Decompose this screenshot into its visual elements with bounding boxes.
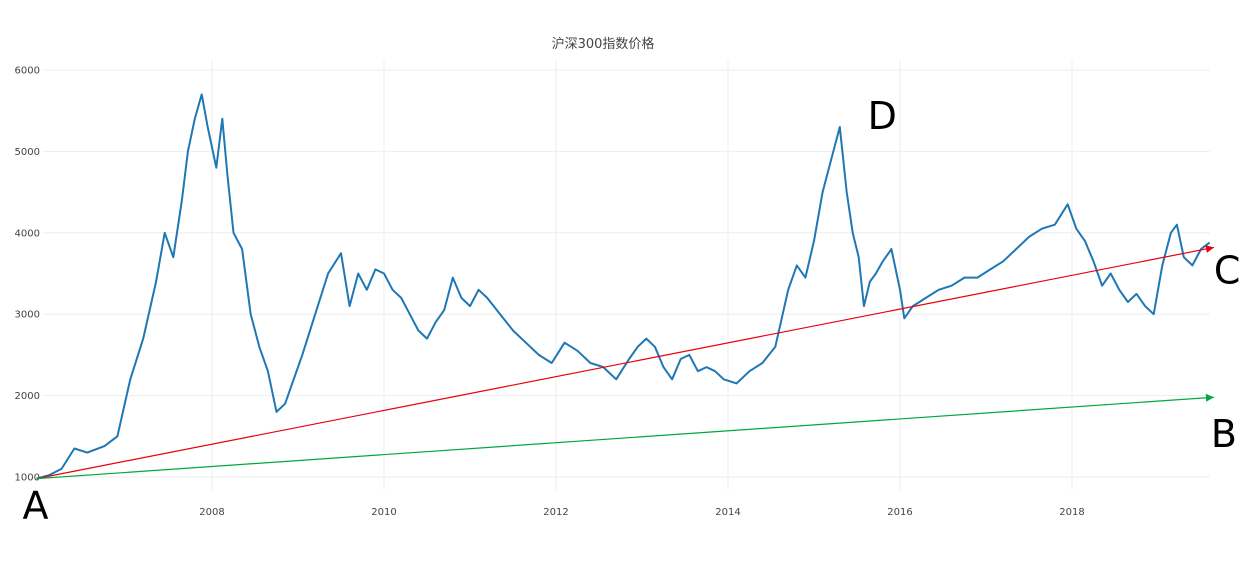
index-price-line (36, 93, 1211, 480)
x-tick-label: 2010 (371, 507, 396, 518)
point-label-c: C (1214, 248, 1241, 292)
y-tick-label: 4000 (15, 228, 40, 239)
y-tick-label: 1000 (15, 473, 40, 484)
y-tick-label: 6000 (15, 66, 40, 77)
x-tick-label: 2008 (199, 507, 224, 518)
y-tick-label: 3000 (15, 310, 40, 321)
tick-labels: 1000 2000 3000 4000 5000 6000 2008 2010 2012 2014… (15, 66, 1085, 519)
point-label-b: B (1211, 412, 1237, 456)
arrow-line-a-to-b (36, 393, 1214, 480)
arrow-line-a-to-c (36, 245, 1215, 480)
x-tick-label: 2012 (543, 507, 568, 518)
series-layer (36, 93, 1215, 480)
point-labels: A B C D (23, 94, 1241, 528)
grid (43, 60, 1210, 490)
point-label-d: D (868, 94, 897, 138)
x-tick-label: 2014 (715, 507, 740, 518)
point-label-a: A (23, 484, 49, 528)
y-tick-label: 2000 (15, 391, 40, 402)
x-tick-label: 2018 (1059, 507, 1084, 518)
y-tick-label: 5000 (15, 147, 40, 158)
chart-title: 沪深300指数价格 (552, 36, 655, 52)
x-tick-label: 2016 (887, 507, 912, 518)
